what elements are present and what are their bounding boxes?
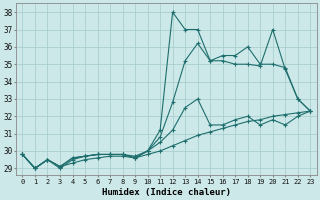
X-axis label: Humidex (Indice chaleur): Humidex (Indice chaleur) (102, 188, 231, 197)
